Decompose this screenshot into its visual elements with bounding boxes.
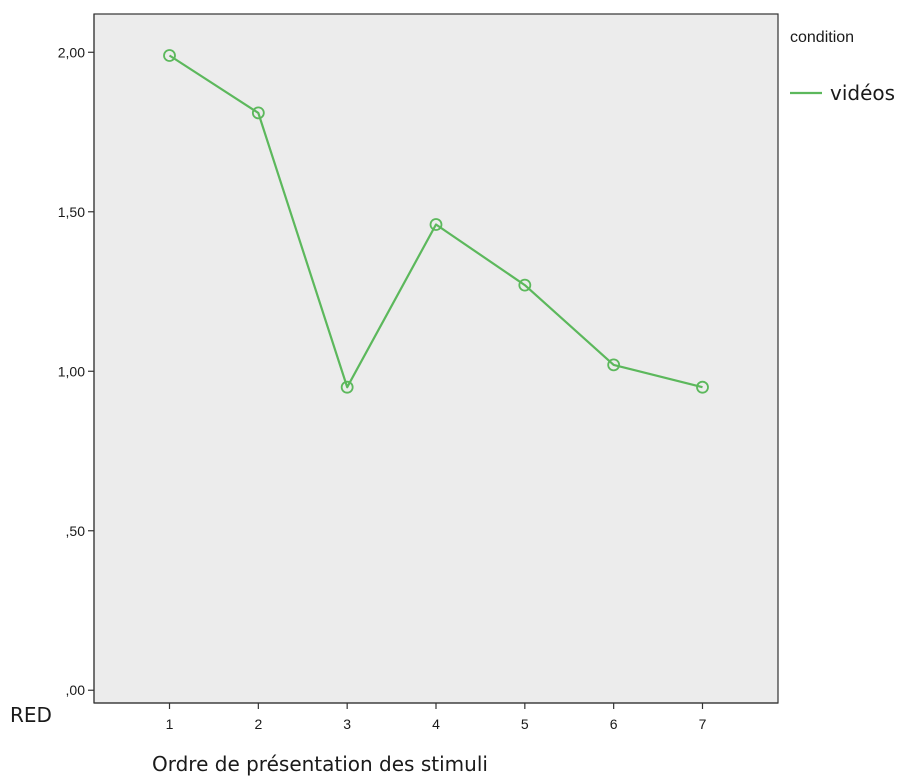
data-point-marker [607,358,621,372]
legend-label-videos: vidéos [830,81,895,105]
data-point-marker [518,278,532,292]
x-tick-label: 4 [432,716,440,732]
y-tick-label: 2,00 [58,44,85,60]
series-line-0 [168,54,703,389]
y-tick-label: 1,50 [58,204,85,220]
x-tick-label: 2 [254,716,262,732]
series-layer [163,49,709,394]
x-tick-label: 5 [521,716,529,732]
x-axis-title: Ordre de présentation des stimuli [152,752,488,776]
data-point-marker [251,106,265,120]
data-point-marker [163,49,176,62]
plot-background [93,13,779,704]
x-tick-label: 3 [343,716,351,732]
y-tick-label: 1,00 [58,363,85,379]
y-tick-label: ,00 [66,682,86,698]
legend: condition vidéos [790,29,895,105]
x-tick-label: 6 [610,716,618,732]
plot-area-group [93,13,779,704]
x-tick-label: 1 [166,716,174,732]
y-axis-title: RED [10,703,52,727]
data-point-marker [696,380,709,394]
x-axis-ticks: 1 2 3 4 5 6 7 [166,703,707,732]
y-axis-ticks: ,00 ,50 1,00 1,50 2,00 [58,44,94,698]
data-point-marker [340,380,354,394]
y-tick-label: ,50 [66,523,86,539]
x-tick-label: 7 [699,716,707,732]
data-point-marker [429,218,443,231]
legend-title: condition [790,29,854,46]
